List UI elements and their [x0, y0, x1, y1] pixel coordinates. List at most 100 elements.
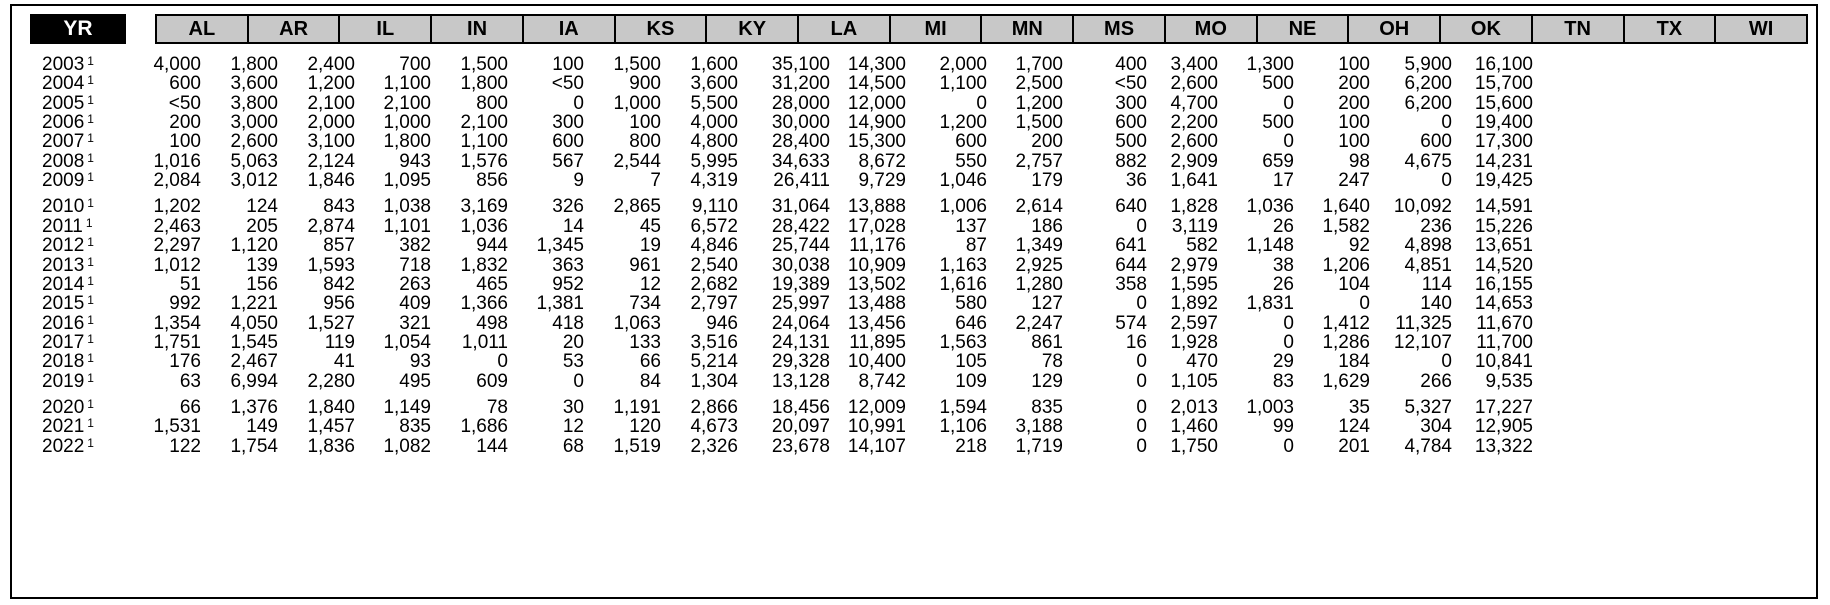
value-cell-al: 1,016: [153, 150, 201, 172]
value-cell-mn: 13,888: [847, 196, 906, 218]
value-cell-ms: 218: [955, 435, 987, 457]
value-cell-tn: 100: [1338, 54, 1370, 75]
value-cell-mn: 15,300: [847, 131, 906, 153]
year-cell: 2013 1: [42, 253, 142, 278]
value-cell-ms: 109: [955, 370, 987, 392]
value-cell-ok: 1,300: [1246, 54, 1294, 75]
value-cell-ok: 1,003: [1246, 396, 1294, 418]
value-cell-tx: 236: [1420, 215, 1452, 237]
value-cell-ky: 12: [639, 273, 661, 295]
value-cell-ar: 1,221: [230, 293, 278, 315]
value-cell-mn: 14,300: [847, 54, 906, 75]
year-label: 2004: [42, 73, 85, 95]
year-label: 2021: [42, 416, 85, 438]
footnote-marker: 1: [87, 112, 94, 127]
year-cell: 2021 1: [42, 414, 142, 439]
value-cell-ky: 2,544: [613, 150, 661, 172]
value-cell-wi: 13,651: [1474, 235, 1533, 257]
value-cell-mn: 14,500: [847, 73, 906, 95]
value-cell-ms: 550: [955, 150, 987, 172]
value-cell-mn: 12,009: [847, 396, 906, 418]
state-header-cell: OH: [1349, 16, 1442, 42]
table-row: 2022 1 122 1,754 1,836 1,082 144 68 1,519 2,326 23…: [0, 434, 1830, 459]
value-cell-ar: 2,467: [230, 351, 278, 373]
value-cell-in: 1,100: [383, 73, 431, 95]
value-cell-ia: 2,100: [460, 112, 508, 134]
year-cell: 2007 1: [42, 129, 142, 154]
value-cell-ok: 99: [1272, 416, 1294, 438]
footnote-marker: 1: [87, 396, 94, 411]
value-cell-ne: 16: [1125, 331, 1147, 353]
value-cell-mn: 10,400: [847, 351, 906, 373]
value-cell-ms: 1,046: [939, 170, 987, 192]
value-cell-mo: 835: [1031, 396, 1063, 418]
value-cell-mo: 129: [1031, 370, 1063, 392]
value-cell-ks: 100: [552, 54, 584, 75]
value-cell-il: 1,457: [307, 416, 355, 438]
state-header-cell: AR: [249, 16, 341, 42]
year-cell: 2019 1: [42, 369, 142, 394]
value-cell-ar: 1,754: [230, 435, 278, 457]
value-cell-ky: 84: [639, 370, 661, 392]
value-cell-ne: 641: [1115, 235, 1147, 257]
value-cell-tx: 0: [1441, 351, 1452, 373]
value-cell-ar: 3,012: [230, 170, 278, 192]
value-cell-wi: 16,100: [1474, 54, 1533, 75]
value-cell-mo: 1,200: [1015, 92, 1063, 114]
value-cell-ia: 800: [476, 92, 508, 114]
year-cell: 2020 1: [42, 395, 142, 420]
value-cell-ky: 7: [650, 170, 661, 192]
value-cell-mi: 28,400: [771, 131, 830, 153]
value-cell-la: 6,572: [690, 215, 738, 237]
value-cell-ks: 418: [552, 312, 584, 334]
value-cell-mo: 127: [1031, 293, 1063, 315]
value-cell-al: 66: [179, 396, 201, 418]
year-cell: 2016 1: [42, 311, 142, 336]
value-cell-in: 1,082: [383, 435, 431, 457]
value-cell-wi: 16,155: [1474, 273, 1533, 295]
value-cell-ar: 1,545: [230, 331, 278, 353]
value-cell-ks: 363: [552, 254, 584, 276]
value-cell-la: 2,866: [690, 396, 738, 418]
table-row: 2006 1 200 3,000 2,000 1,000 2,100 300 100 4,000 3…: [0, 110, 1830, 135]
value-cell-tx: 5,327: [1404, 396, 1452, 418]
value-cell-tn: 100: [1338, 112, 1370, 134]
value-cell-tn: 1,206: [1322, 254, 1370, 276]
value-cell-mo: 1,280: [1015, 273, 1063, 295]
value-cell-il: 2,400: [307, 54, 355, 75]
value-cell-ne: 500: [1115, 131, 1147, 153]
value-cell-tn: 1,412: [1322, 312, 1370, 334]
value-cell-mo: 2,614: [1015, 196, 1063, 218]
value-cell-ms: 646: [955, 312, 987, 334]
table-row: 2017 1 1,751 1,545 119 1,054 1,011 20 133 3,516 24…: [0, 330, 1830, 355]
value-cell-il: 2,124: [307, 150, 355, 172]
value-cell-ky: 900: [629, 73, 661, 95]
value-cell-ne: 574: [1115, 312, 1147, 334]
value-cell-wi: 14,653: [1474, 293, 1533, 315]
value-cell-oh: 1,641: [1170, 170, 1218, 192]
value-cell-ky: 1,063: [613, 312, 661, 334]
value-cell-il: 2,874: [307, 215, 355, 237]
value-cell-ia: 1,500: [460, 54, 508, 75]
state-header-cell: IA: [524, 16, 616, 42]
year-cell: 2015 1: [42, 291, 142, 316]
value-cell-ms: 0: [976, 92, 987, 114]
value-cell-wi: 12,905: [1474, 416, 1533, 438]
value-cell-ok: 500: [1262, 73, 1294, 95]
value-cell-ia: 498: [476, 312, 508, 334]
value-cell-wi: 15,226: [1474, 215, 1533, 237]
value-cell-il: 119: [324, 331, 355, 353]
value-cell-mn: 8,672: [858, 150, 906, 172]
value-cell-ia: 609: [476, 370, 508, 392]
value-cell-ar: 124: [246, 196, 278, 218]
value-cell-al: 63: [179, 370, 201, 392]
value-cell-ok: 0: [1283, 312, 1294, 334]
year-label: 2006: [42, 112, 85, 134]
value-cell-in: 409: [399, 293, 431, 315]
year-column-header: YR: [30, 14, 126, 44]
value-cell-oh: 2,200: [1170, 112, 1218, 134]
value-cell-ms: 105: [955, 351, 987, 373]
value-cell-ms: 87: [965, 235, 987, 257]
value-cell-mn: 14,107: [847, 435, 906, 457]
table-row: 2016 1 1,354 4,050 1,527 321 498 418 1,063 946 24,…: [0, 311, 1830, 336]
